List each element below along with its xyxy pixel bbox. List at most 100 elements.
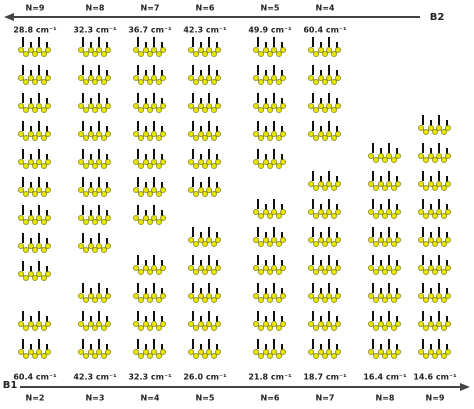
top-n-label: N=8 — [86, 4, 105, 13]
mode-unit — [252, 36, 287, 58]
mode-unit — [187, 64, 222, 86]
mode-unit — [187, 254, 222, 276]
mode-unit — [17, 92, 52, 114]
mode-unit — [417, 282, 452, 304]
mode-unit — [417, 170, 452, 192]
mode-unit — [307, 64, 342, 86]
mode-unit — [367, 142, 402, 164]
mode-unit — [187, 226, 222, 248]
mode-unit — [307, 198, 342, 220]
mode-unit — [17, 232, 52, 254]
mode-unit — [77, 338, 112, 360]
bottom-frequency: 14.6 cm⁻¹ — [413, 373, 457, 382]
bottom-n-label: N=7 — [316, 394, 335, 403]
mode-unit — [367, 198, 402, 220]
mode-unit — [77, 204, 112, 226]
bottom-n-label: N=8 — [376, 394, 395, 403]
mode-unit — [77, 64, 112, 86]
mode-unit — [307, 36, 342, 58]
bottom-frequency: 21.8 cm⁻¹ — [248, 373, 292, 382]
mode-unit — [17, 310, 52, 332]
b2-label: B2 — [430, 12, 445, 23]
mode-unit — [417, 198, 452, 220]
mode-unit — [132, 64, 167, 86]
mode-unit — [367, 226, 402, 248]
mode-unit — [77, 148, 112, 170]
mode-unit — [417, 338, 452, 360]
bottom-n-label: N=9 — [426, 394, 445, 403]
mode-unit — [17, 260, 52, 282]
mode-unit — [417, 226, 452, 248]
mode-unit — [132, 92, 167, 114]
bottom-frequency: 60.4 cm⁻¹ — [13, 373, 57, 382]
bottom-n-label: N=2 — [26, 394, 45, 403]
mode-unit — [17, 148, 52, 170]
mode-unit — [252, 226, 287, 248]
mode-unit — [367, 338, 402, 360]
mode-unit — [252, 148, 287, 170]
mode-unit — [17, 64, 52, 86]
mode-unit — [187, 338, 222, 360]
mode-unit — [307, 120, 342, 142]
mode-unit — [252, 338, 287, 360]
b2-arrowhead — [4, 13, 14, 21]
mode-unit — [17, 176, 52, 198]
mode-unit — [77, 92, 112, 114]
mode-unit — [252, 198, 287, 220]
bottom-frequency: 18.7 cm⁻¹ — [303, 373, 347, 382]
top-frequency: 60.4 cm⁻¹ — [303, 26, 347, 35]
mode-unit — [307, 338, 342, 360]
mode-unit — [77, 232, 112, 254]
mode-unit — [77, 282, 112, 304]
top-frequency: 28.8 cm⁻¹ — [13, 26, 57, 35]
bottom-n-label: N=4 — [141, 394, 160, 403]
mode-unit — [17, 120, 52, 142]
mode-unit — [252, 310, 287, 332]
mode-unit — [187, 148, 222, 170]
mode-unit — [132, 148, 167, 170]
mode-unit — [417, 142, 452, 164]
bottom-frequency: 42.3 cm⁻¹ — [73, 373, 117, 382]
mode-unit — [187, 310, 222, 332]
mode-unit — [252, 92, 287, 114]
mode-unit — [77, 176, 112, 198]
mode-unit — [367, 282, 402, 304]
mode-unit — [132, 282, 167, 304]
mode-unit — [132, 254, 167, 276]
mode-unit — [307, 226, 342, 248]
mode-unit — [252, 64, 287, 86]
top-n-label: N=5 — [261, 4, 280, 13]
top-n-label: N=7 — [141, 4, 160, 13]
mode-unit — [307, 310, 342, 332]
bottom-n-label: N=3 — [86, 394, 105, 403]
mode-unit — [252, 254, 287, 276]
mode-unit — [77, 310, 112, 332]
b1-arrowhead — [460, 383, 470, 391]
mode-unit — [17, 338, 52, 360]
top-frequency: 49.9 cm⁻¹ — [248, 26, 292, 35]
mode-unit — [132, 310, 167, 332]
top-n-label: N=9 — [26, 4, 45, 13]
mode-unit — [187, 92, 222, 114]
mode-unit — [367, 170, 402, 192]
mode-unit — [252, 282, 287, 304]
mode-unit — [17, 204, 52, 226]
bottom-frequency: 16.4 cm⁻¹ — [363, 373, 407, 382]
mode-unit — [132, 36, 167, 58]
mode-unit — [132, 204, 167, 226]
mode-unit — [132, 120, 167, 142]
mode-unit — [367, 254, 402, 276]
mode-unit — [307, 92, 342, 114]
mode-unit — [252, 120, 287, 142]
mode-unit — [132, 176, 167, 198]
bottom-n-label: N=6 — [261, 394, 280, 403]
top-frequency: 32.3 cm⁻¹ — [73, 26, 117, 35]
bottom-frequency: 32.3 cm⁻¹ — [128, 373, 172, 382]
mode-unit — [187, 120, 222, 142]
b1-label: B1 — [3, 380, 18, 391]
mode-unit — [187, 36, 222, 58]
bottom-frequency: 26.0 cm⁻¹ — [183, 373, 227, 382]
top-n-label: N=4 — [316, 4, 335, 13]
mode-unit — [417, 254, 452, 276]
